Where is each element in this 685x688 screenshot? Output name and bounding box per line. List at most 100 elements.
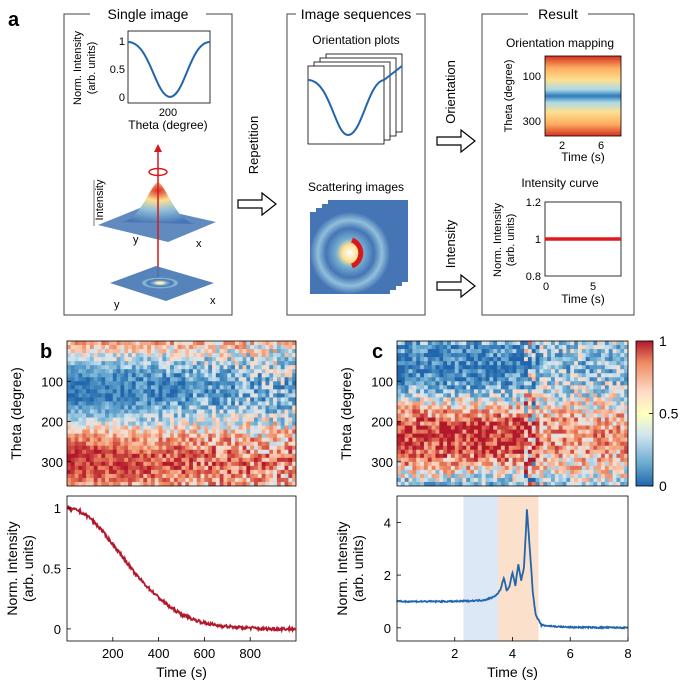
- b-heat-cell: [196, 461, 202, 467]
- b-heat-cell: [78, 461, 83, 467]
- b-heat-cell: [181, 425, 186, 431]
- b-heat-cell: [273, 417, 278, 423]
- c-heat-cell: [535, 401, 541, 407]
- c-heat-cell: [527, 385, 533, 390]
- c-heat-cell: [539, 357, 544, 362]
- c-heat-cell: [531, 393, 537, 398]
- b-heat-cell: [82, 353, 87, 358]
- b-heat-cell: [227, 393, 232, 398]
- b-heat-cell: [261, 389, 267, 394]
- b-heat-cell: [227, 461, 232, 467]
- b-heat-cell: [284, 385, 289, 390]
- c-heat-cell: [497, 421, 502, 427]
- b-heat-cell: [273, 389, 278, 394]
- c-heat-cell: [601, 433, 606, 439]
- b-heat-cell: [254, 437, 259, 443]
- b-heat-cell: [269, 385, 274, 390]
- b-heat-cell: [189, 429, 194, 435]
- b-heat-cell: [139, 349, 144, 354]
- c-heat-cell: [454, 437, 460, 443]
- b-heat-cell: [234, 473, 240, 479]
- c-heat-cell: [466, 465, 471, 471]
- b-heat-cell: [162, 349, 167, 354]
- c-heat-cell: [585, 461, 591, 467]
- c-heat-cell: [581, 377, 587, 382]
- c-heat-cell: [585, 393, 591, 398]
- c-heat-cell: [535, 473, 541, 479]
- b-heat-cell: [292, 377, 296, 382]
- b-heat-cell: [177, 469, 183, 475]
- panel-c-heatmap-frame: [396, 340, 629, 487]
- c-heat-cell: [474, 397, 479, 403]
- b-heat-cell: [200, 469, 205, 475]
- c-heat-cell: [601, 385, 606, 390]
- c-heat-cell: [539, 393, 544, 398]
- b-heat-cell: [246, 369, 251, 374]
- c-heat-cell: [516, 413, 521, 419]
- b-heat-cell: [78, 397, 83, 403]
- c-heat-cell: [450, 433, 456, 439]
- b-heat-cell: [150, 421, 156, 427]
- c-heat-cell: [524, 365, 529, 370]
- c-heat-cell: [466, 365, 471, 370]
- b-heat-cell: [250, 349, 255, 354]
- c-heat-cell: [408, 453, 413, 459]
- c-heat-cell: [470, 425, 475, 431]
- b-heat-cell: [135, 397, 141, 403]
- b-heat-cell: [284, 425, 289, 431]
- c-heat-cell: [574, 361, 579, 366]
- c-heat-cell: [450, 473, 456, 479]
- b-heat-cell: [265, 465, 270, 471]
- c-heat-cell: [497, 437, 502, 443]
- c-heat-cell: [485, 413, 490, 419]
- b-heat-cell: [150, 461, 156, 467]
- b-heat-cell: [112, 473, 118, 479]
- c-heat-cell: [612, 389, 618, 394]
- c-heat-cell: [554, 389, 560, 394]
- b-heat-cell: [254, 389, 259, 394]
- c-heat-cell: [477, 373, 483, 378]
- b-heat-cell: [105, 449, 110, 455]
- c-heat-cell: [574, 461, 579, 467]
- c-heat-cell: [512, 473, 517, 479]
- c-heat-cell: [447, 473, 452, 479]
- b-heat-cell: [208, 373, 213, 378]
- c-heat-cell: [435, 413, 440, 419]
- b-heat-cell: [181, 345, 186, 350]
- b-heat-cell: [192, 377, 198, 382]
- b-heat-cell: [120, 421, 125, 427]
- c-heat-cell: [616, 345, 621, 350]
- b-heat-cell: [86, 349, 91, 354]
- b-heat-cell: [261, 405, 267, 411]
- b-heat-cell: [162, 445, 167, 451]
- c-heat-cell: [535, 481, 541, 486]
- c-heat-cell: [427, 405, 433, 411]
- b-heat-cell: [170, 393, 175, 398]
- b-heat-cell: [143, 409, 148, 415]
- b-heat-cell: [116, 421, 122, 427]
- b-heat-cell: [158, 425, 164, 431]
- b-heat-cell: [192, 429, 198, 435]
- b-heat-cell: [147, 429, 152, 435]
- b-heat-cell: [74, 349, 80, 354]
- b-heat-cell: [208, 449, 213, 455]
- b-heat-cell: [196, 413, 202, 419]
- c-heat-cell: [485, 421, 490, 427]
- c-heat-cell: [512, 425, 517, 431]
- c-heat-cell: [493, 401, 498, 407]
- c-heat-cell: [477, 377, 483, 382]
- c-heat-cell: [470, 393, 475, 398]
- c-heat-cell: [620, 409, 625, 415]
- c-heat-cell: [512, 453, 517, 459]
- b-heat-cell: [234, 341, 240, 346]
- b-heat-cell: [212, 425, 217, 431]
- c-heat-cell: [535, 453, 541, 459]
- c-heat-cell: [558, 449, 564, 455]
- b-heat-cell: [173, 453, 179, 459]
- b-heat-cell: [150, 417, 156, 423]
- c-heat-cell: [520, 481, 525, 486]
- b-heat-cell: [78, 457, 83, 463]
- b-heat-cell: [208, 421, 213, 427]
- c-heat-cell: [450, 389, 456, 394]
- c-heat-cell: [427, 357, 433, 362]
